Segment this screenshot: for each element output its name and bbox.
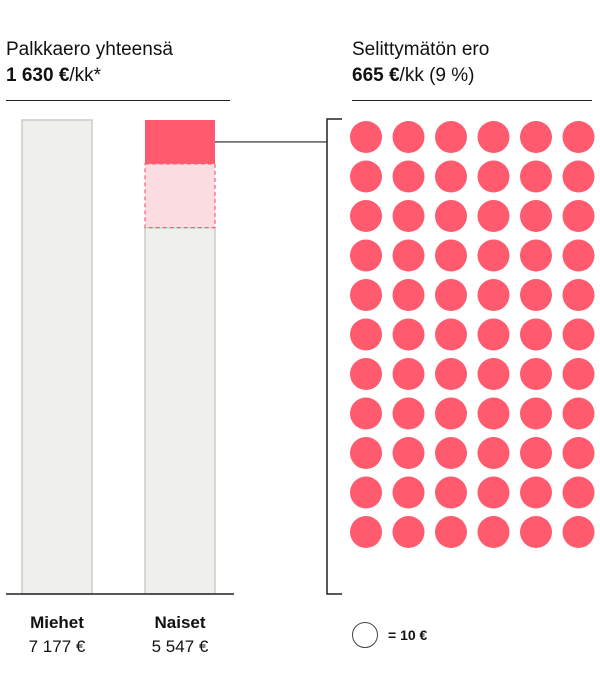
unit-dot bbox=[477, 516, 510, 548]
unit-dot bbox=[520, 200, 552, 232]
unit-dot bbox=[392, 516, 425, 548]
unit-dot bbox=[562, 200, 595, 232]
unit-dot bbox=[435, 476, 467, 509]
unit-dot bbox=[435, 279, 467, 311]
unit-dot bbox=[435, 200, 467, 232]
unit-dot bbox=[392, 160, 425, 193]
unit-dot bbox=[562, 121, 595, 153]
right-header-rule bbox=[352, 100, 592, 101]
unit-dot bbox=[350, 279, 382, 311]
total-gap-value: 1 630 €/kk* bbox=[6, 65, 102, 86]
unit-dot bbox=[350, 397, 382, 430]
unexplained-gap-label: Selittymätön ero bbox=[352, 39, 490, 60]
unit-dot bbox=[350, 358, 382, 390]
unit-dot bbox=[392, 200, 425, 232]
left-header: Palkkaero yhteensä 1 630 €/kk* bbox=[6, 37, 173, 89]
unit-dot bbox=[562, 239, 595, 272]
unit-dot bbox=[392, 279, 425, 311]
unit-dot bbox=[477, 397, 510, 430]
category-miehet: Miehet 7 177 € bbox=[0, 611, 117, 659]
legend-label: = 10 € bbox=[388, 627, 428, 643]
unit-dot bbox=[435, 397, 467, 430]
unit-dot bbox=[520, 476, 552, 509]
value-label-miehet: 7 177 € bbox=[28, 637, 86, 656]
bar-naiset bbox=[144, 226, 216, 595]
bar-miehet bbox=[21, 119, 93, 595]
unit-dot bbox=[520, 160, 552, 193]
unit-dot bbox=[350, 160, 382, 193]
unit-dot bbox=[477, 160, 510, 193]
right-header: Selittymätön ero 665 €/kk (9 %) bbox=[352, 37, 489, 89]
unit-dot bbox=[520, 279, 552, 311]
unit-dot bbox=[392, 239, 425, 272]
legend-circle-icon bbox=[352, 622, 378, 648]
unit-dot bbox=[562, 397, 595, 430]
value-label-naiset: 5 547 € bbox=[151, 637, 209, 656]
unit-dot bbox=[520, 318, 552, 351]
unit-dot bbox=[435, 318, 467, 351]
unit-dot bbox=[392, 397, 425, 430]
unit-dot bbox=[520, 358, 552, 390]
unit-dot bbox=[520, 437, 552, 469]
unit-dot bbox=[477, 200, 510, 232]
unit-dot bbox=[562, 516, 595, 548]
unit-dot bbox=[350, 239, 382, 272]
unit-dot bbox=[477, 437, 510, 469]
unit-dot bbox=[350, 121, 382, 153]
unit-dot bbox=[562, 437, 595, 469]
unit-dot bbox=[435, 358, 467, 390]
unit-dot bbox=[392, 318, 425, 351]
unit-dot bbox=[392, 437, 425, 469]
left-header-rule bbox=[6, 100, 230, 101]
unit-dot bbox=[562, 279, 595, 311]
bar-segment-unexplained-gap bbox=[145, 120, 215, 164]
category-label-miehet: Miehet bbox=[30, 613, 84, 632]
unit-dot bbox=[520, 397, 552, 430]
unit-dot bbox=[520, 516, 552, 548]
unexplained-gap-value: 665 €/kk (9 %) bbox=[352, 65, 475, 86]
total-gap-label: Palkkaero yhteensä bbox=[6, 39, 173, 60]
unit-dot bbox=[562, 358, 595, 390]
category-label-naiset: Naiset bbox=[154, 613, 206, 632]
unit-dot bbox=[350, 476, 382, 509]
unit-dot bbox=[435, 121, 467, 153]
unit-dot bbox=[477, 358, 510, 390]
unit-dot bbox=[350, 200, 382, 232]
unit-dot bbox=[435, 437, 467, 469]
unit-dot bbox=[435, 239, 467, 272]
unit-dot bbox=[562, 476, 595, 509]
unit-dot bbox=[435, 516, 467, 548]
unit-dot bbox=[392, 358, 425, 390]
dot-legend: = 10 € bbox=[352, 622, 427, 648]
unit-dot bbox=[562, 318, 595, 351]
unit-dot bbox=[435, 160, 467, 193]
unit-dot bbox=[392, 121, 425, 153]
unit-dot bbox=[562, 160, 595, 193]
unit-dot bbox=[520, 121, 552, 153]
unit-dot bbox=[350, 516, 382, 548]
unit-dot bbox=[477, 239, 510, 272]
unit-dot bbox=[350, 437, 382, 469]
unit-dot bbox=[477, 476, 510, 509]
unit-dot bbox=[477, 318, 510, 351]
unit-dot bbox=[350, 318, 382, 351]
unit-dot bbox=[477, 279, 510, 311]
bracket bbox=[326, 118, 342, 595]
category-naiset: Naiset 5 547 € bbox=[120, 611, 240, 659]
unit-dot bbox=[477, 121, 510, 153]
unit-dot bbox=[392, 476, 425, 509]
unit-dot bbox=[520, 239, 552, 272]
